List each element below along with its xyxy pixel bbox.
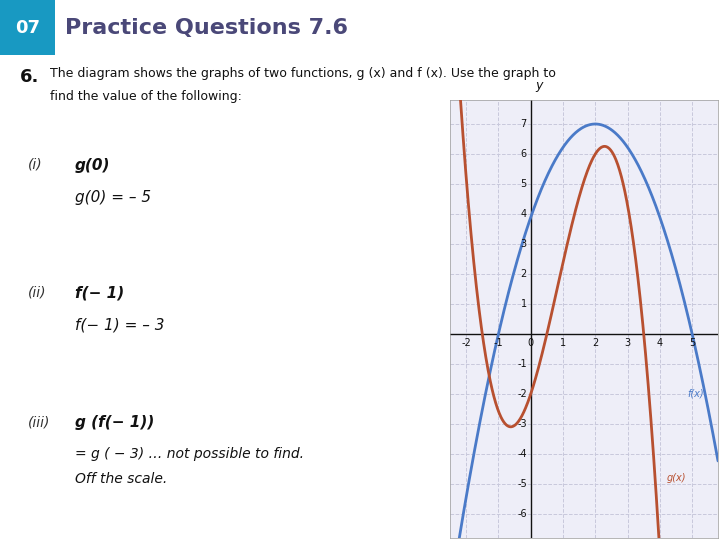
Text: y: y (536, 79, 543, 92)
Text: -6: -6 (517, 509, 527, 519)
Text: 0: 0 (528, 338, 534, 348)
Text: (iii): (iii) (28, 415, 50, 429)
Text: -1: -1 (517, 359, 527, 369)
Text: The diagram shows the graphs of two functions, g (x) and f (x). Use the graph to: The diagram shows the graphs of two func… (50, 67, 556, 80)
Text: (ii): (ii) (28, 285, 47, 299)
Text: find the value of the following:: find the value of the following: (50, 90, 242, 103)
Text: -3: -3 (517, 419, 527, 429)
Text: 4: 4 (521, 209, 527, 219)
Text: 2: 2 (592, 338, 598, 348)
Text: 7: 7 (521, 119, 527, 129)
Text: 1: 1 (521, 299, 527, 309)
Text: 1: 1 (560, 338, 566, 348)
Text: f(x): f(x) (688, 389, 704, 399)
Text: 07: 07 (15, 19, 40, 37)
Text: 2: 2 (521, 269, 527, 279)
Text: 5: 5 (689, 338, 696, 348)
Bar (0, 0, 55, 55)
Text: -5: -5 (517, 479, 527, 489)
Text: -2: -2 (462, 338, 471, 348)
Text: 6.: 6. (20, 68, 40, 86)
Text: f(− 1) = – 3: f(− 1) = – 3 (75, 317, 164, 332)
Text: (i): (i) (28, 158, 42, 172)
Text: Off the scale.: Off the scale. (75, 472, 167, 486)
Text: 6: 6 (521, 149, 527, 159)
Text: 3: 3 (521, 239, 527, 249)
Text: g(0) = – 5: g(0) = – 5 (75, 190, 151, 205)
Text: -2: -2 (517, 389, 527, 399)
Text: f(− 1): f(− 1) (75, 285, 125, 300)
Text: -1: -1 (494, 338, 503, 348)
Text: 5: 5 (521, 179, 527, 189)
Text: 3: 3 (624, 338, 631, 348)
Text: g (f(− 1)): g (f(− 1)) (75, 415, 154, 430)
Text: 4: 4 (657, 338, 663, 348)
Text: g(x): g(x) (666, 473, 686, 483)
Text: g(0): g(0) (75, 158, 110, 173)
Text: = g ( − 3) … not possible to find.: = g ( − 3) … not possible to find. (75, 447, 304, 461)
Text: -4: -4 (517, 449, 527, 459)
Text: Practice Questions 7.6: Practice Questions 7.6 (65, 18, 348, 38)
